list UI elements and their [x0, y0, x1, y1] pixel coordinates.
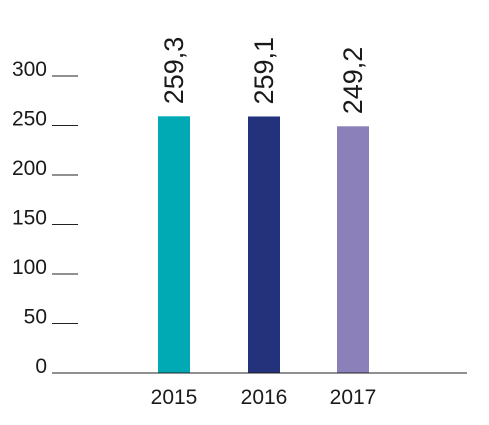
- y-tick-label: 50: [24, 306, 47, 329]
- y-tick-label: 250: [12, 108, 47, 131]
- y-tick-label: 100: [12, 256, 47, 279]
- value-label-2017: 249,2: [338, 47, 368, 115]
- x-axis: 2015 2016 2017: [151, 386, 377, 409]
- bar-2016: [248, 116, 280, 373]
- y-tick-label: 0: [35, 355, 47, 378]
- y-axis: 0 50 100 150 200 250 300: [12, 58, 78, 378]
- y-tick-label: 200: [12, 157, 47, 180]
- x-tick-label-2016: 2016: [241, 386, 288, 409]
- bars-group: [158, 116, 369, 374]
- x-tick-label-2017: 2017: [330, 386, 377, 409]
- value-label-2016: 259,1: [249, 37, 279, 105]
- x-tick-label-2015: 2015: [151, 386, 198, 409]
- bar-2017: [337, 126, 369, 374]
- y-tick-label: 300: [12, 58, 47, 81]
- bar-2015: [158, 116, 190, 373]
- y-tick-label: 150: [12, 207, 47, 230]
- value-labels-group: 259,3 259,1 249,2: [159, 37, 368, 115]
- value-label-2015: 259,3: [159, 37, 189, 105]
